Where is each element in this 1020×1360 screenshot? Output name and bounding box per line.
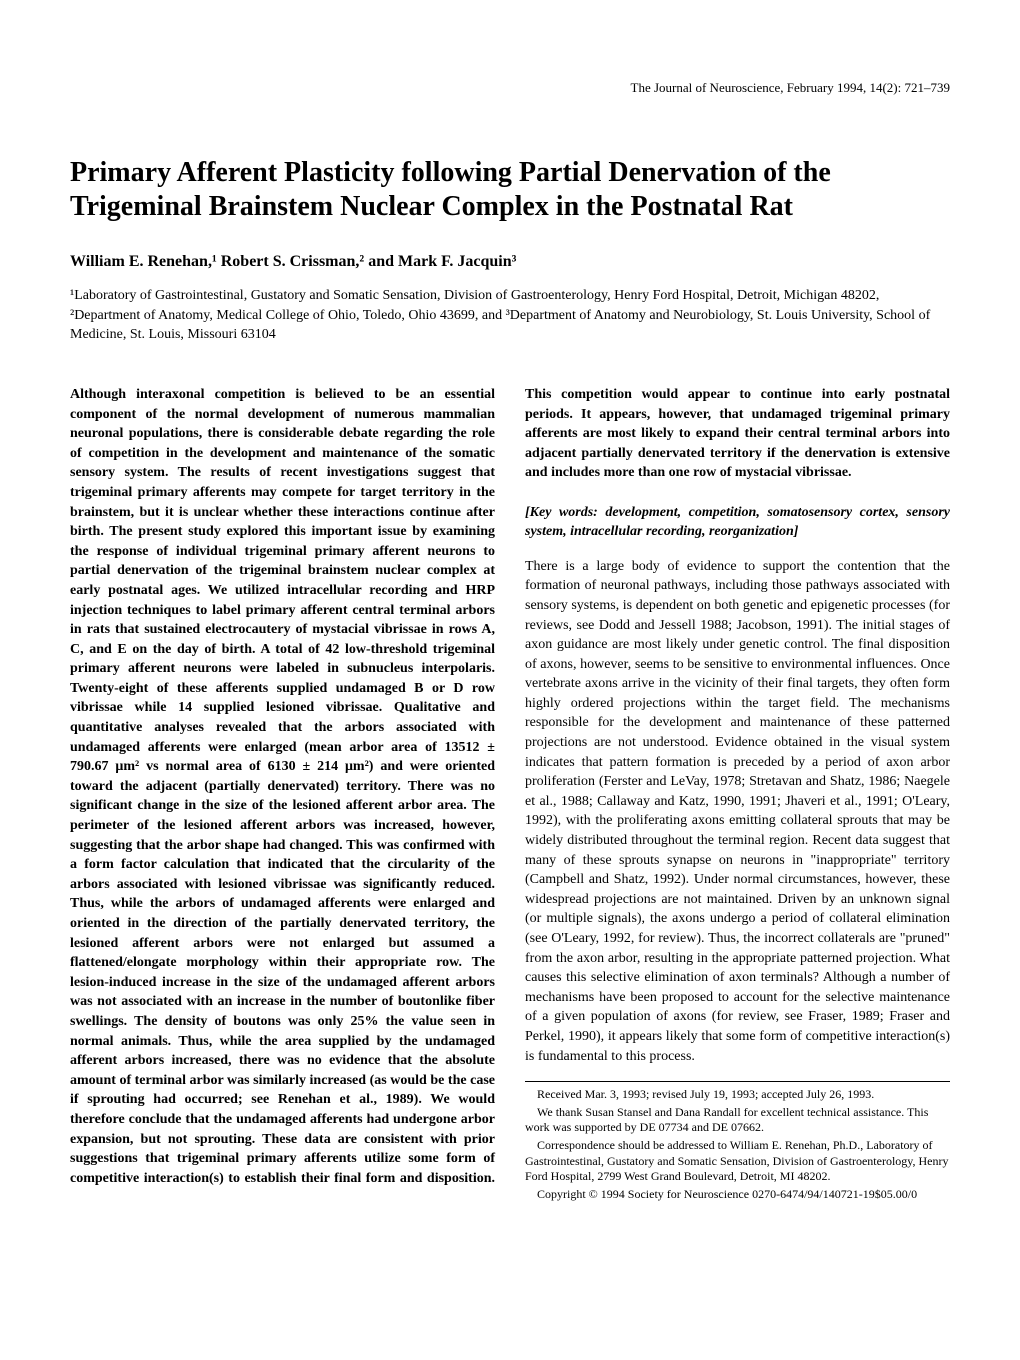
keywords: [Key words: development, competition, so… — [525, 505, 950, 540]
journal-header: The Journal of Neuroscience, February 19… — [70, 80, 950, 96]
authors: William E. Renehan,¹ Robert S. Crissman,… — [70, 253, 950, 271]
footnote-copyright: Copyright © 1994 Society for Neuroscienc… — [525, 1187, 950, 1203]
footnote-thanks: We thank Susan Stansel and Dana Randall … — [525, 1105, 950, 1136]
footnote-correspondence: Correspondence should be addressed to Wi… — [525, 1138, 950, 1185]
footnote-received: Received Mar. 3, 1993; revised July 19, … — [525, 1087, 950, 1103]
intro-paragraph: There is a large body of evidence to sup… — [525, 557, 950, 1066]
footnotes: Received Mar. 3, 1993; revised July 19, … — [525, 1081, 950, 1202]
article-title: Primary Afferent Plasticity following Pa… — [70, 156, 950, 223]
article-body: Although interaxonal competition is beli… — [70, 385, 950, 1202]
affiliations: ¹Laboratory of Gastrointestinal, Gustato… — [70, 286, 950, 345]
